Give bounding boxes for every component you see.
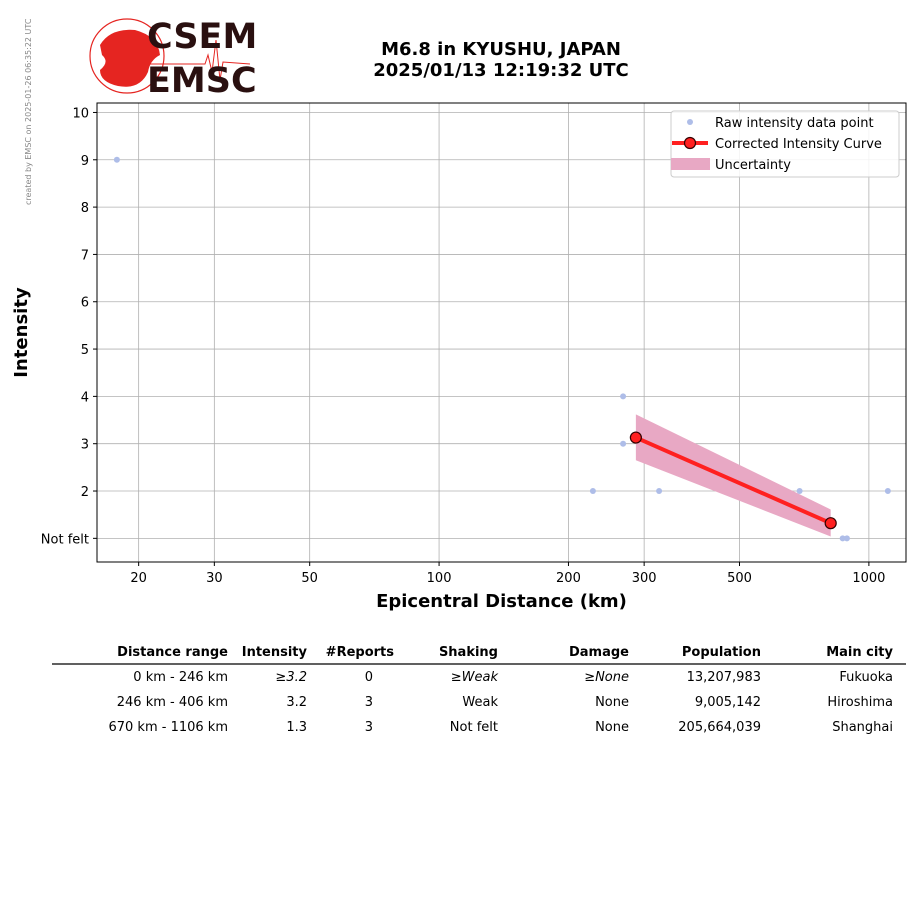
table-cell: Not felt (450, 720, 498, 735)
y-tick-label: 5 (81, 343, 89, 358)
raw-point (843, 535, 850, 542)
x-tick-label: 300 (632, 571, 657, 586)
table-header: Main city (826, 645, 893, 660)
table-cell: 205,664,039 (678, 720, 761, 735)
y-tick-label: Not felt (41, 532, 89, 547)
raw-point (656, 488, 663, 495)
table-header: Distance range (117, 645, 228, 660)
raw-point (620, 393, 627, 400)
raw-point (620, 440, 627, 447)
table-cell: 0 (365, 670, 373, 685)
legend-label: Raw intensity data point (715, 116, 874, 131)
logo-bottom: EMSC (147, 61, 257, 101)
legend-box (670, 110, 900, 178)
y-tick-label: 2 (81, 485, 89, 500)
legend-label: Uncertainty (715, 158, 791, 173)
curve-line (635, 435, 832, 526)
table-cell: Fukuoka (839, 670, 893, 685)
table-cell: ≥Weak (451, 670, 499, 685)
x-tick-label: 500 (727, 571, 752, 586)
legend-marker (671, 158, 710, 170)
x-tick-label: 30 (206, 571, 223, 586)
table-cell: Hiroshima (827, 695, 893, 710)
legend-marker (687, 119, 693, 125)
y-tick-label: 9 (81, 154, 89, 169)
table-header: Shaking (439, 645, 498, 660)
raw-point (839, 535, 846, 542)
x-tick-label: 200 (556, 571, 581, 586)
credit: created by EMSC on 2025-01-26 06:35:22 U… (24, 18, 33, 205)
legend-label: Corrected Intensity Curve (715, 137, 882, 152)
raw-point (113, 156, 120, 163)
table-header: Population (682, 645, 761, 660)
x-tick-label: 100 (427, 571, 452, 586)
y-tick-label: 7 (81, 248, 89, 263)
raw-point (796, 488, 803, 495)
table-header: #Reports (326, 645, 395, 660)
y-tick-label: 4 (81, 390, 89, 405)
table-cell: None (595, 720, 629, 735)
table-header: Damage (569, 645, 629, 660)
table-cell: Weak (462, 695, 498, 710)
table-cell: 0 km - 246 km (133, 670, 228, 685)
table-cell: Shanghai (832, 720, 893, 735)
logo-wave (150, 39, 251, 81)
raw-point (884, 488, 891, 495)
logo-top: CSEM (147, 17, 257, 57)
logo-globe (100, 29, 160, 87)
table-cell: 1.3 (286, 720, 307, 735)
raw-point (589, 488, 596, 495)
y-axis-label: Intensity (11, 287, 32, 378)
y-tick-label: 3 (81, 438, 89, 453)
y-tick-label: 8 (81, 201, 89, 216)
x-tick-label: 1000 (852, 571, 885, 586)
table-cell: 13,207,983 (687, 670, 761, 685)
table-cell: 3 (365, 720, 373, 735)
legend-marker (683, 136, 697, 150)
y-tick-label: 6 (81, 296, 89, 311)
table-cell: None (595, 695, 629, 710)
table-cell: 670 km - 1106 km (108, 720, 228, 735)
table-cell: ≥3.2 (275, 670, 307, 685)
x-tick-label: 50 (301, 571, 318, 586)
table-cell: ≥None (584, 670, 629, 685)
table-cell: 3.2 (286, 695, 307, 710)
x-tick-label: 20 (130, 571, 147, 586)
chart-title: M6.8 in KYUSHU, JAPAN (381, 39, 621, 60)
table-cell: 246 km - 406 km (117, 695, 228, 710)
plot-frame (96, 102, 907, 563)
table-cell: 3 (365, 695, 373, 710)
logo-globe-outline (89, 18, 165, 94)
uncertainty-band (635, 414, 831, 537)
table-cell: 9,005,142 (695, 695, 761, 710)
table-header: Intensity (242, 645, 308, 660)
y-tick-label: 10 (72, 106, 89, 121)
curve-point (629, 431, 642, 444)
chart-title: 2025/01/13 12:19:32 UTC (373, 60, 629, 81)
curve-point (824, 517, 837, 530)
x-axis-label: Epicentral Distance (km) (376, 591, 627, 612)
